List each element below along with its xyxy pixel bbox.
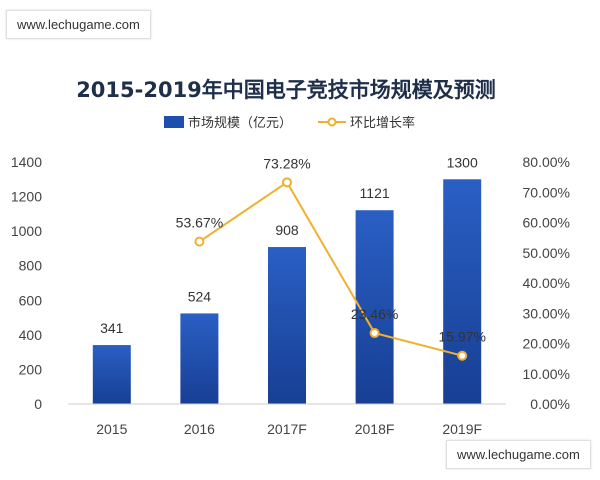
bar-value-label: 908 <box>275 222 299 238</box>
line-labels: 53.67% 73.28% 23.46% 15.97% <box>176 155 486 344</box>
watermark-bottom: www.lechugame.com <box>446 440 591 469</box>
bar-series <box>92 179 482 404</box>
y-axis-right: 0.00% 10.00% 20.00% 30.00% 40.00% 50.00% 60.00… <box>523 154 570 412</box>
x-tick-label: 2015 <box>96 421 127 437</box>
legend-line-label: 环比增长率 <box>350 115 415 131</box>
x-tick-label: 2016 <box>184 421 215 437</box>
line-value-label: 53.67% <box>176 215 223 231</box>
legend-bar-label: 市场规模（亿元） <box>188 115 292 131</box>
line-value-label: 15.97% <box>438 329 485 345</box>
y-right-tick-label: 10.00% <box>523 366 570 382</box>
line-value-label: 23.46% <box>351 306 398 322</box>
y-left-tick-label: 1200 <box>11 189 42 205</box>
y-left-tick-label: 1400 <box>11 154 42 170</box>
y-left-tick-label: 600 <box>19 292 43 308</box>
x-tick-label: 2019F <box>442 421 482 437</box>
y-right-tick-label: 30.00% <box>523 305 570 321</box>
y-right-tick-label: 50.00% <box>523 245 570 261</box>
y-left-tick-label: 800 <box>19 258 43 274</box>
y-right-tick-label: 80.00% <box>523 154 570 170</box>
y-axis-left: 0 200 400 600 800 1000 1200 1400 <box>11 154 42 412</box>
y-left-tick-label: 0 <box>34 396 42 412</box>
line-point <box>194 236 205 247</box>
x-tick-label: 2017F <box>267 421 307 437</box>
bar <box>268 247 306 404</box>
x-tick-label: 2018F <box>355 421 395 437</box>
y-right-tick-label: 20.00% <box>523 336 570 352</box>
y-right-tick-label: 60.00% <box>523 215 570 231</box>
line-series <box>194 177 468 361</box>
bar <box>92 345 131 404</box>
y-left-tick-label: 200 <box>19 361 43 377</box>
growth-line <box>198 180 463 357</box>
y-left-tick-label: 1000 <box>11 223 42 239</box>
y-right-tick-label: 40.00% <box>523 275 570 291</box>
line-value-label: 73.28% <box>263 155 310 171</box>
bar-value-label: 1300 <box>447 154 478 170</box>
bar <box>443 179 482 404</box>
legend-line-marker <box>327 117 337 127</box>
line-point <box>369 328 380 339</box>
y-right-tick-label: 70.00% <box>523 184 570 200</box>
bar-value-label: 1121 <box>360 185 390 201</box>
y-left-tick-label: 400 <box>19 327 43 343</box>
bar <box>180 313 219 404</box>
line-point <box>282 177 292 188</box>
watermark-top: www.lechugame.com <box>6 10 151 39</box>
legend-bar-swatch <box>164 116 184 128</box>
chart-title: 2015-2019年中国电子竞技市场规模及预测 <box>76 78 496 102</box>
bar <box>355 210 394 404</box>
bar-labels: 341 524 908 1121 1300 <box>100 154 478 336</box>
legend: 市场规模（亿元） 环比增长率 <box>164 115 415 131</box>
y-right-tick-label: 0.00% <box>530 396 570 412</box>
x-axis: 2015 2016 2017F 2018F 2019F <box>68 403 506 437</box>
line-point <box>457 350 468 361</box>
bar-value-label: 524 <box>188 288 212 304</box>
bar-value-label: 341 <box>100 320 124 336</box>
